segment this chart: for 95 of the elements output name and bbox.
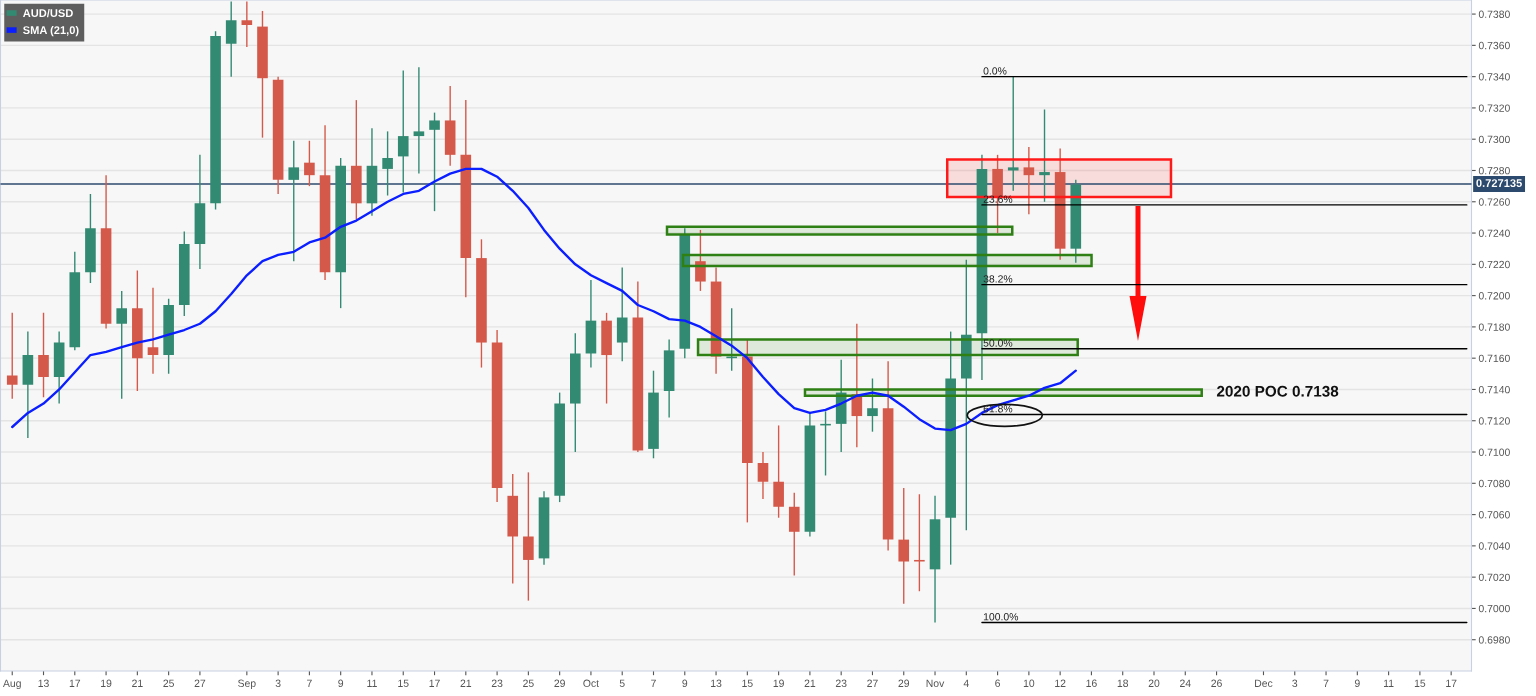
y-tick-label: 0.6980 [1478, 636, 1510, 644]
y-tick-label: 0.7080 [1478, 479, 1510, 488]
candlestick [241, 0, 253, 48]
candlestick [914, 493, 925, 592]
x-tick-label: 21 [804, 679, 816, 687]
x-tick-label: 7 [1323, 679, 1329, 687]
x-tick-label: 17 [429, 679, 440, 687]
y-tick-label: 0.7380 [1478, 10, 1510, 18]
x-tick-label: 21 [460, 679, 472, 687]
candlestick [288, 140, 300, 262]
y-tick-label: 0.7280 [1478, 166, 1510, 175]
x-tick-label: 15 [742, 679, 753, 687]
candlestick [147, 287, 159, 375]
x-tick-label: 23 [491, 679, 503, 687]
band-label: 2020 POC 0.7138 [1216, 385, 1339, 397]
annotation: 0.0% [983, 67, 1007, 75]
x-tick-label: 11 [367, 679, 377, 687]
x-tick-label: Nov [926, 679, 945, 687]
y-tick-label: 0.7220 [1478, 260, 1510, 269]
candlestick [429, 111, 440, 212]
candlestick [38, 312, 49, 398]
y-tick-label: 0.7260 [1478, 198, 1510, 206]
y-tick-label: 0.7240 [1478, 229, 1510, 237]
y-tick-label: 0.7120 [1478, 417, 1510, 425]
legend-label: AUD/USD [23, 8, 73, 18]
candlestick [757, 451, 769, 500]
y-tick-label: 0.7340 [1478, 73, 1510, 81]
candlestick [413, 66, 425, 175]
annotation: 100.0% [983, 613, 1019, 621]
x-tick-label: 10 [1023, 679, 1035, 687]
x-tick-label: 17 [1446, 679, 1457, 687]
x-tick-label: 26 [1211, 679, 1222, 687]
x-tick-label: 29 [898, 679, 910, 687]
x-tick-label: 13 [38, 679, 49, 687]
y-tick-label: 0.7160 [1478, 354, 1510, 363]
x-tick-label: 11 [1383, 679, 1394, 687]
candlestick [304, 140, 315, 187]
y-tick-label: 0.7320 [1478, 104, 1510, 112]
x-tick-label: Dec [1255, 679, 1273, 687]
x-tick-label: 13 [711, 679, 722, 687]
y-tick-label: 0.7020 [1478, 573, 1510, 582]
line-series [11, 167, 1077, 432]
candlestick [1007, 75, 1019, 192]
x-tick-label: 4 [963, 679, 969, 687]
y-tick-label: 0.7140 [1478, 385, 1510, 394]
y-tick-label: 0.7100 [1478, 448, 1510, 456]
x-tick-label: 29 [554, 679, 565, 687]
x-tick-label: 5 [619, 679, 625, 687]
x-tick-label: Sep [238, 679, 256, 690]
x-tick-label: Aug [2, 679, 21, 690]
x-tick-label: 19 [773, 679, 784, 687]
y-tick-label: 0.7000 [1478, 604, 1510, 613]
annotation: 50.0% [983, 339, 1013, 347]
x-tick-label: 17 [69, 679, 81, 687]
x-tick-label: 3 [275, 679, 281, 687]
x-tick-label: 7 [651, 679, 656, 687]
x-tick-label: 15 [1414, 679, 1426, 687]
y-tick-label: 0.7060 [1478, 511, 1510, 519]
x-tick-label: 19 [101, 679, 112, 687]
x-tick-label: 25 [163, 679, 174, 687]
x-tick-label: 7 [307, 679, 312, 687]
x-tick-label: 24 [1180, 679, 1191, 687]
y-tick-label: 0.7300 [1478, 135, 1510, 144]
x-tick-label: 21 [132, 679, 143, 687]
candlestick [523, 471, 534, 602]
ref-line-label: 0.727135 [1476, 179, 1522, 188]
candlestick [382, 130, 393, 197]
candlestick [1039, 108, 1050, 203]
y-tick-label: 0.7360 [1478, 41, 1510, 50]
candlestick [116, 290, 128, 400]
x-tick-label: 6 [995, 679, 1001, 687]
y-tick-label: 0.7040 [1478, 542, 1510, 550]
x-tick-label: 25 [523, 679, 534, 687]
candlestick [6, 312, 18, 400]
x-tick-label: 15 [398, 679, 409, 687]
x-tick-label: 27 [867, 679, 878, 687]
x-tick-label: 20 [1148, 679, 1160, 687]
x-tick-label: 9 [338, 679, 344, 687]
x-tick-label: 27 [194, 679, 206, 687]
x-tick-label: 9 [682, 679, 688, 687]
y-tick-label: 0.7200 [1478, 292, 1510, 300]
x-tick-label: 16 [1086, 679, 1097, 687]
candlestick [898, 487, 910, 605]
x-tick-label: 23 [835, 679, 847, 687]
x-tick-label: 3 [1292, 679, 1298, 687]
x-tick-label: 18 [1117, 679, 1129, 687]
candlestick [225, 0, 237, 78]
y-tick-label: 0.7180 [1478, 323, 1510, 331]
candlestick [397, 69, 409, 194]
candlestick [1023, 146, 1035, 215]
x-tick-label: 9 [1354, 679, 1360, 687]
x-tick-label: Oct [583, 679, 599, 687]
x-tick-label: 12 [1055, 679, 1066, 687]
candlestick [695, 229, 706, 292]
legend-label: SMA (21,0) [23, 25, 79, 37]
